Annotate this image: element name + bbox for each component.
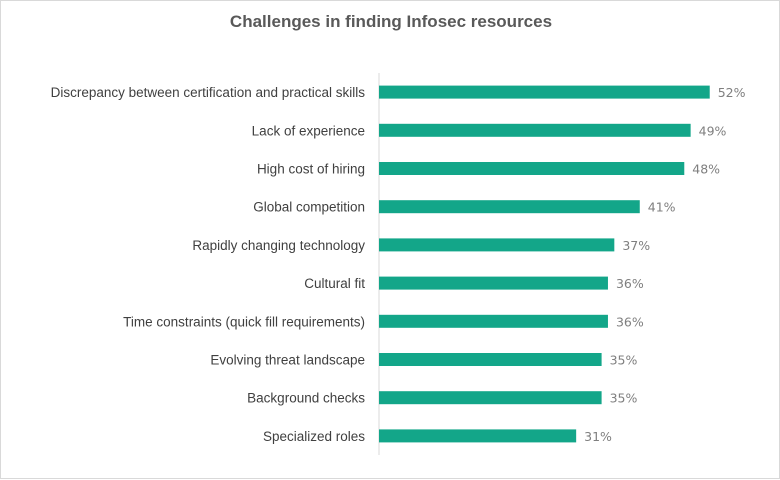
- category-label-2: High cost of hiring: [257, 162, 365, 177]
- bar-4: [379, 238, 615, 252]
- value-label-0: 52%: [718, 85, 746, 100]
- category-label-5: Cultural fit: [304, 276, 365, 291]
- category-label-4: Rapidly changing technology: [192, 238, 365, 253]
- bar-6: [379, 314, 608, 328]
- bar-0: [379, 85, 710, 99]
- value-label-9: 31%: [584, 429, 612, 444]
- category-label-0: Discrepancy between certification and pr…: [51, 85, 366, 100]
- value-label-2: 48%: [692, 162, 720, 177]
- value-label-1: 49%: [699, 123, 727, 138]
- value-label-4: 37%: [622, 238, 650, 253]
- bar-2: [379, 162, 685, 175]
- bar-8: [379, 391, 602, 405]
- category-label-9: Specialized roles: [263, 429, 365, 444]
- value-label-3: 41%: [648, 200, 676, 215]
- category-label-1: Lack of experience: [252, 123, 365, 138]
- bar-3: [379, 200, 640, 214]
- value-label-6: 36%: [616, 314, 644, 329]
- category-label-7: Evolving threat landscape: [210, 353, 365, 368]
- bar-5: [379, 276, 608, 290]
- value-label-7: 35%: [610, 353, 638, 368]
- bar-9: [379, 429, 577, 443]
- category-label-8: Background checks: [247, 391, 365, 406]
- category-label-6: Time constraints (quick fill requirement…: [123, 314, 365, 329]
- bar-1: [379, 123, 691, 137]
- category-label-3: Global competition: [253, 200, 365, 215]
- value-label-5: 36%: [616, 276, 644, 291]
- bar-7: [379, 353, 602, 366]
- value-label-8: 35%: [610, 391, 638, 406]
- chart-title: Challenges in finding Infosec resources: [229, 12, 553, 31]
